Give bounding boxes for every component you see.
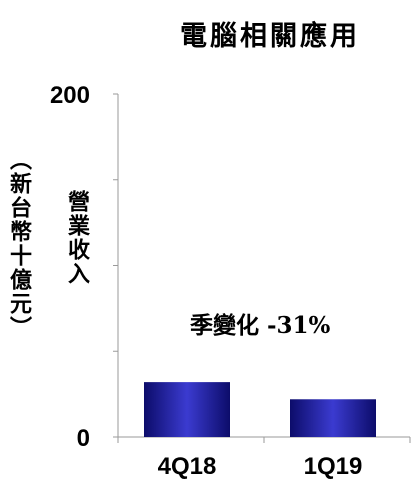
y-tick-label: 200	[50, 82, 90, 109]
y-axis-label-revenue: 營業收入	[64, 190, 90, 286]
change-annotation: 季變化 -31%	[190, 312, 331, 339]
x-tick-label: 4Q18	[158, 453, 217, 480]
bar-1q19	[290, 399, 376, 437]
y-axis-label-unit: （新台幣十億元）	[6, 148, 32, 340]
x-tick-label: 1Q19	[304, 453, 363, 480]
chart-title: 電腦相關應用	[180, 21, 360, 52]
bar-4q18	[144, 382, 230, 437]
y-tick-label: 0	[77, 425, 90, 452]
